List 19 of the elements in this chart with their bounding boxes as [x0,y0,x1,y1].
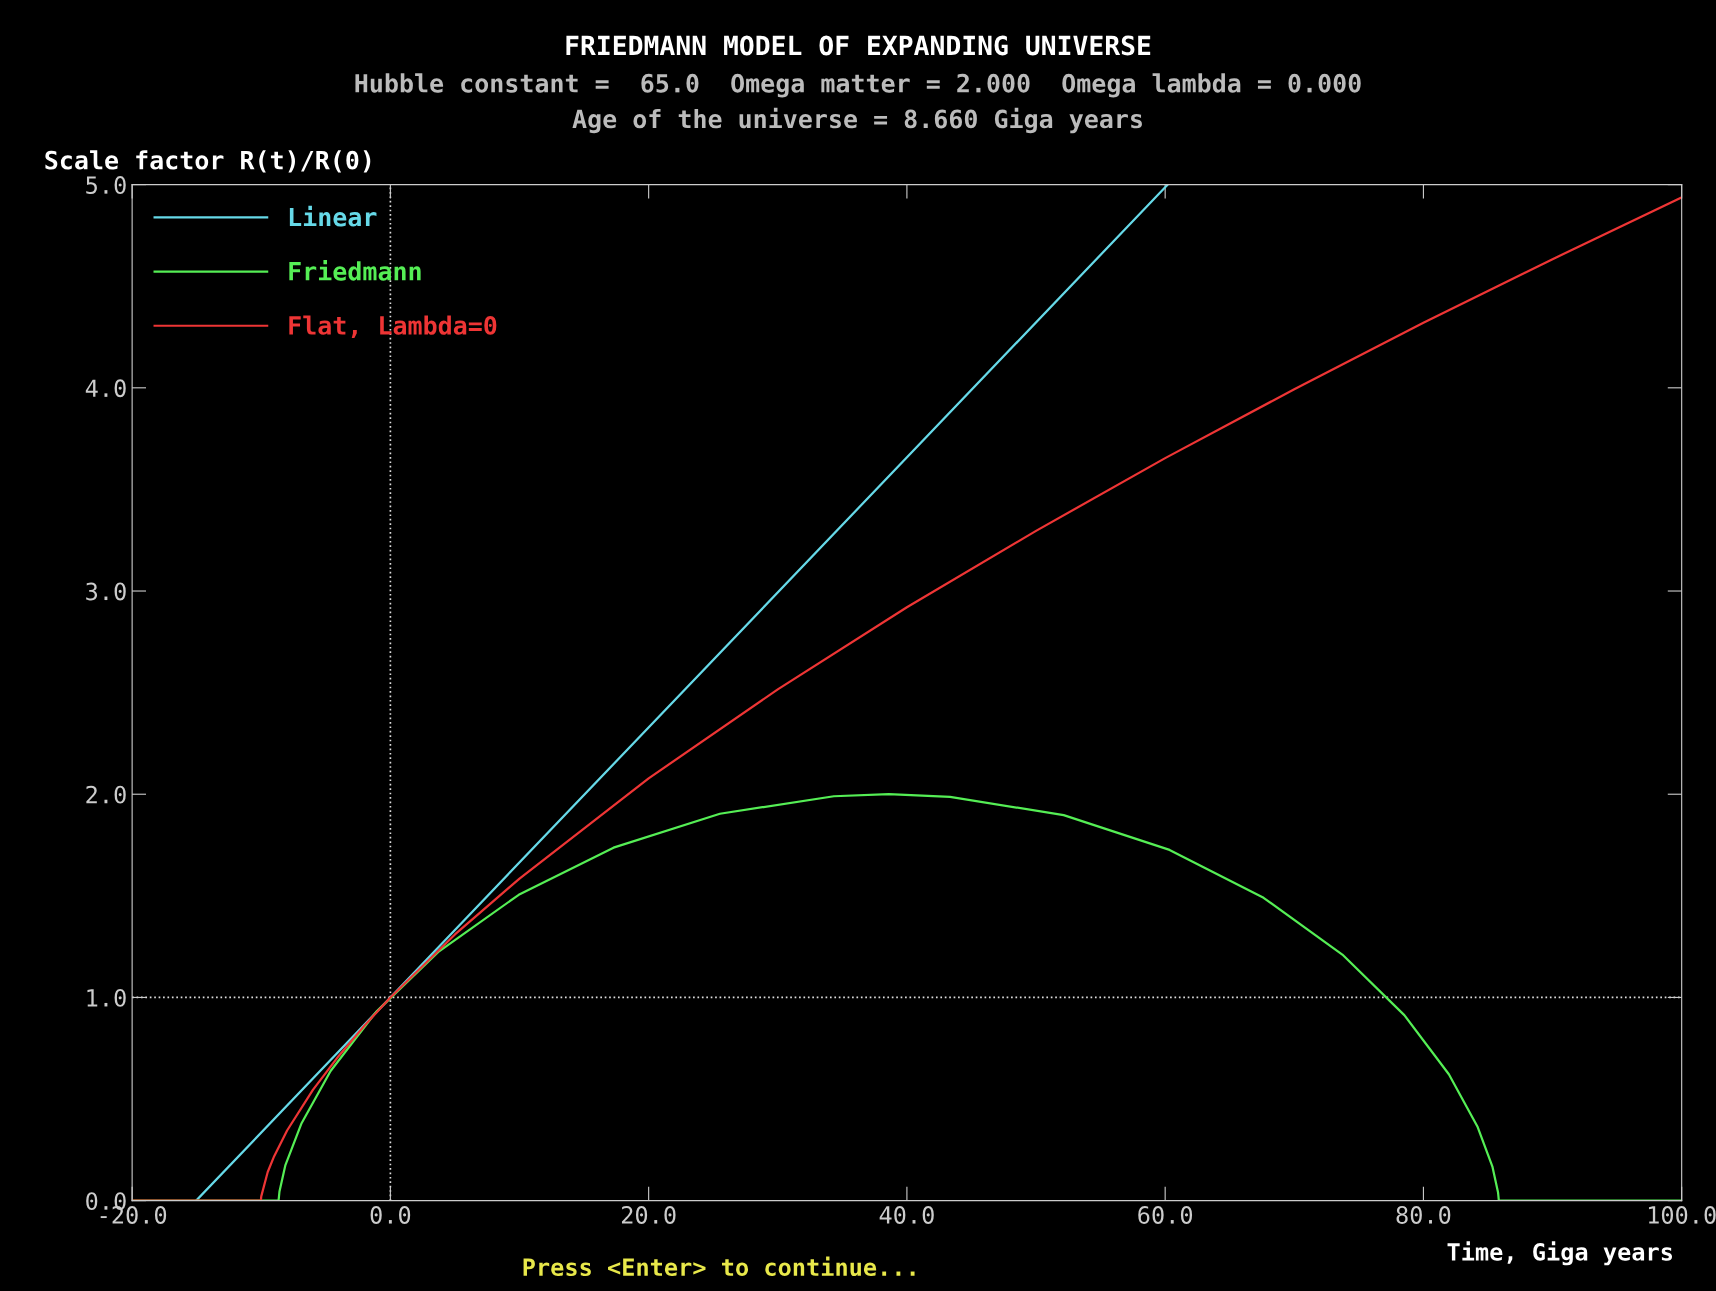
x-tick-label: 40.0 [879,1206,934,1224]
chart-subtitle: Hubble constant = 65.0 Omega matter = 2.000 Omega lambda = 0.000 Age of the universe = 8.660 Giga years [355,73,1361,134]
y-axis-title: Scale factor R(t)/R(0) [45,150,371,173]
x-tick-label: 80.0 [1396,1206,1451,1224]
x-tick-label: 0.0 [370,1206,411,1224]
y-tick-label: 5.0 [86,176,126,194]
y-tick-label: 4.0 [85,379,126,398]
y-tick-label: 3.0 [86,582,126,601]
legend-label: Linear [289,205,377,227]
y-tick-label: 2.0 [86,785,126,804]
text: Press <Enter> to continue... [523,1256,915,1277]
x-tick-label: 20.0 [621,1206,676,1224]
x-tick-label: 60.0 [1138,1206,1193,1224]
y-tick-label: 1.0 [87,988,126,1007]
x-tick-label: 100.0 [1648,1206,1716,1224]
legend-label: Flat, Lambda=0 [289,315,497,338]
chart-title: FRIEDMANN MODEL OF EXPANDING UNIVERSE [566,35,1151,56]
legend-label: Friedmann [289,259,421,281]
x-axis-title: Time, Giga years [1447,1241,1673,1266]
